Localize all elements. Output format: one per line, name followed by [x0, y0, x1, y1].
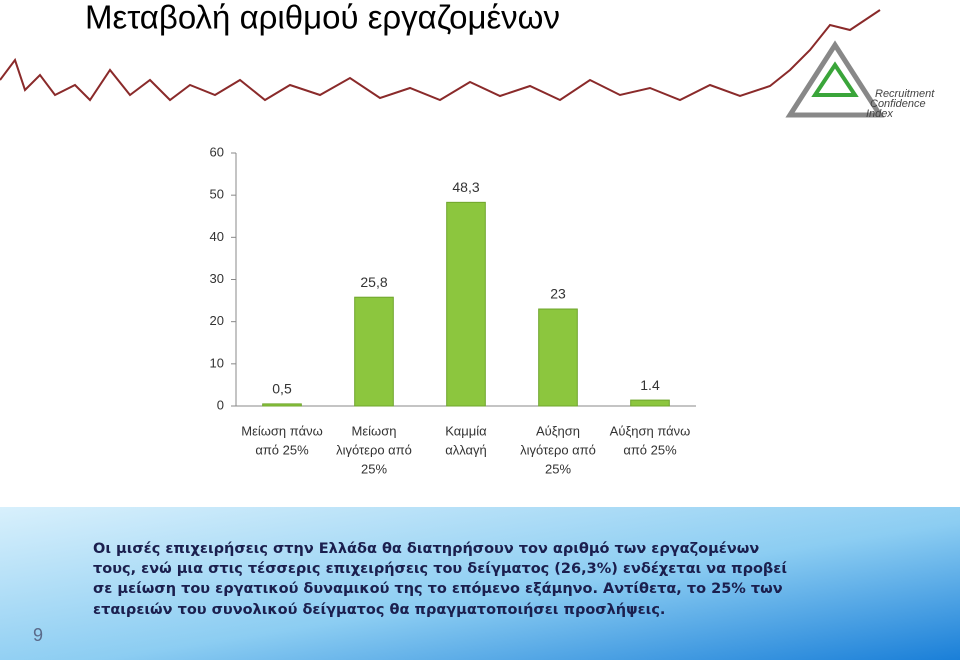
- logo-text: Confidence: [870, 98, 926, 110]
- logo-triangle: [785, 40, 885, 118]
- x-tick-label: από 25%: [255, 442, 309, 457]
- x-tick-label: Μείωση: [352, 423, 397, 438]
- x-tick-label: αλλαγή: [445, 442, 487, 457]
- chart: 0 10 20 30 40 50 60 Μείωση πάνω από 25% 0,5 Μείωση…: [210, 144, 696, 476]
- value-label: 25,8: [360, 274, 387, 290]
- bar: [446, 201, 486, 407]
- bar: [262, 403, 302, 407]
- x-tick-label: 25%: [361, 461, 387, 476]
- x-tick-label: Αύξηση: [536, 423, 580, 438]
- x-tick-label: Μείωση πάνω: [241, 423, 322, 438]
- y-tick-label: 20: [210, 313, 224, 328]
- body-text: τους, ενώ μια στις τέσσερις επιχειρήσεις…: [93, 561, 787, 577]
- y-tick-label: 0: [217, 397, 224, 412]
- value-label: 48,3: [452, 179, 479, 195]
- value-label: 1.4: [640, 377, 660, 393]
- text-box: [0, 507, 960, 660]
- x-tick-label: από 25%: [623, 442, 677, 457]
- bar: [538, 308, 578, 407]
- logo-text: Recruitment: [875, 88, 935, 100]
- y-tick-label: 30: [210, 271, 224, 286]
- y-tick-label: 50: [210, 187, 224, 202]
- logo-text: Index: [866, 108, 893, 120]
- page-number: 9: [33, 625, 43, 645]
- logo-triangle-inner: [811, 61, 859, 97]
- y-tick-label: 40: [210, 229, 224, 244]
- decor-line: [0, 9, 881, 102]
- bar: [630, 399, 670, 407]
- body-text: Οι μισές επιχειρήσεις στην Ελλάδα θα δια…: [93, 541, 759, 557]
- x-tick-label: Καμμία: [445, 423, 487, 438]
- body-text: σε μείωση του εργατικού δυναμικού της το…: [93, 581, 783, 597]
- y-tick-label: 10: [210, 355, 224, 370]
- x-tick-label: λιγότερο από: [336, 442, 412, 457]
- x-tick-label: Αύξηση πάνω: [610, 423, 691, 438]
- value-label: 23: [550, 286, 566, 302]
- x-tick-label: λιγότερο από: [520, 442, 596, 457]
- y-tick-label: 60: [210, 144, 224, 159]
- bar: [354, 296, 394, 407]
- x-tick-label: 25%: [545, 461, 571, 476]
- body-text: εταιρειών του συνολικού δείγματος θα πρα…: [93, 602, 665, 618]
- slide-title: Μεταβολή αριθμού εργαζομένων: [85, 0, 560, 36]
- value-label: 0,5: [272, 381, 292, 397]
